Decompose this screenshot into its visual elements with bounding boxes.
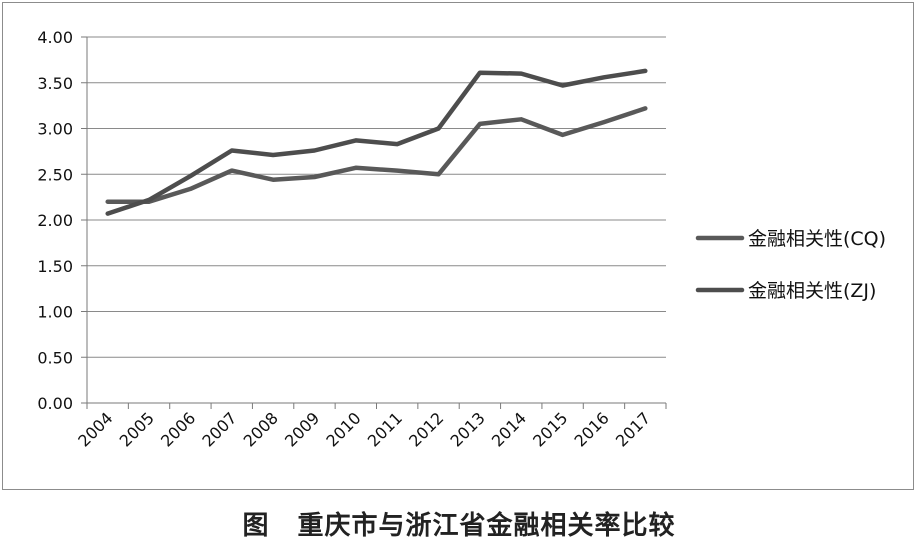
y-axis-tick-labels: 0.00 0.50 1.00 1.50 2.00 2.50 3.00 3.50 4.00 xyxy=(37,28,73,413)
x-tick-label: 2007 xyxy=(198,408,240,450)
x-axis-tick-labels: 2004 2005 2006 2007 2008 2009 2010 2011 2012 2013… xyxy=(74,408,654,450)
chart-frame xyxy=(2,2,914,490)
y-tick-label: 0.50 xyxy=(37,348,73,367)
x-tick-label: 2011 xyxy=(364,408,406,450)
y-tick-label: 0.00 xyxy=(37,394,73,413)
legend-label: 金融相关性(CQ) xyxy=(748,228,886,250)
line-chart: 0.00 0.50 1.00 1.50 2.00 2.50 3.00 3.50 4.00 200… xyxy=(37,28,886,451)
figure-label: 图 xyxy=(242,511,270,541)
x-tick-label: 2016 xyxy=(571,408,613,450)
series-line-2 xyxy=(105,68,648,216)
x-tick-label: 2004 xyxy=(74,408,116,450)
x-tick-label: 2010 xyxy=(322,408,364,450)
x-tick-label: 2012 xyxy=(405,408,447,450)
y-tick-label: 2.00 xyxy=(37,211,73,230)
y-tick-label: 2.50 xyxy=(37,165,73,184)
y-tick-label: 1.50 xyxy=(37,257,73,276)
x-tick-label: 2005 xyxy=(116,408,158,450)
legend: 金融相关性(CQ) 金融相关性(ZJ) xyxy=(695,228,886,302)
x-tick-label: 2017 xyxy=(612,408,654,450)
x-tick-label: 2006 xyxy=(157,408,199,450)
axes xyxy=(81,36,667,409)
figure-title: 重庆市与浙江省金融相关率比较 xyxy=(297,511,676,541)
series-line-1 xyxy=(105,106,648,204)
y-tick-label: 3.50 xyxy=(37,74,73,93)
y-tick-label: 3.00 xyxy=(37,120,73,139)
x-tick-label: 2009 xyxy=(281,408,323,450)
x-tick-label: 2015 xyxy=(529,408,571,450)
series-lines xyxy=(105,68,648,216)
legend-label: 金融相关性(ZJ) xyxy=(748,280,876,302)
x-tick-label: 2013 xyxy=(446,408,488,450)
y-tick-label: 1.00 xyxy=(37,303,73,322)
x-tick-label: 2014 xyxy=(488,408,530,450)
gridlines xyxy=(87,36,666,358)
figure-caption: 图重庆市与浙江省金融相关率比较 xyxy=(0,505,918,542)
x-tick-label: 2008 xyxy=(240,408,282,450)
y-tick-label: 4.00 xyxy=(37,28,73,47)
